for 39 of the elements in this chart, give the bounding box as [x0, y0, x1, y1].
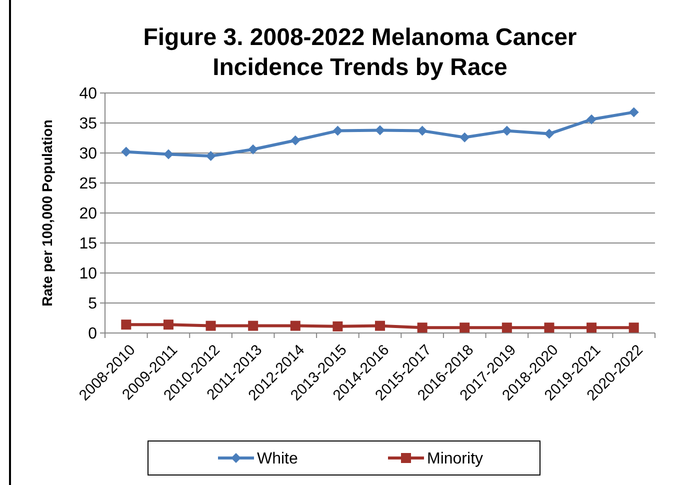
point	[332, 321, 343, 332]
point	[628, 322, 639, 333]
y-tick-label: 40	[79, 86, 98, 103]
point	[460, 322, 470, 333]
y-tick-label: 30	[79, 146, 98, 163]
y-tick-label: 10	[79, 266, 98, 283]
point	[502, 126, 512, 136]
point	[290, 320, 300, 331]
point	[206, 320, 216, 331]
point	[502, 322, 512, 333]
point	[163, 320, 174, 330]
point	[121, 320, 132, 330]
legend-label: White	[257, 450, 298, 468]
point	[248, 320, 258, 331]
y-tick-label: 0	[88, 326, 98, 343]
point	[332, 126, 343, 136]
y-tick-label: 20	[79, 206, 98, 223]
y-tick-label: 25	[79, 176, 98, 193]
point	[248, 144, 258, 154]
chart-title: Figure 3. 2008-2022 Melanoma Cancer Incidence Trends by Race	[143, 24, 577, 81]
y-tick-label: 5	[88, 296, 98, 313]
point	[460, 132, 470, 142]
y-tick-label: 15	[79, 236, 98, 253]
point	[417, 322, 428, 333]
point	[544, 128, 554, 139]
point	[206, 151, 216, 161]
point	[628, 107, 639, 118]
point	[375, 125, 385, 136]
point	[586, 114, 597, 124]
point	[417, 126, 428, 136]
point	[586, 322, 597, 333]
y-axis-title: Rate per 100,000 Population	[39, 120, 55, 306]
point	[163, 149, 174, 160]
point	[544, 322, 554, 333]
point	[375, 320, 385, 331]
point	[121, 146, 132, 157]
point	[290, 135, 300, 146]
y-tick-label: 35	[79, 116, 98, 133]
legend-label: Minority	[427, 450, 484, 468]
